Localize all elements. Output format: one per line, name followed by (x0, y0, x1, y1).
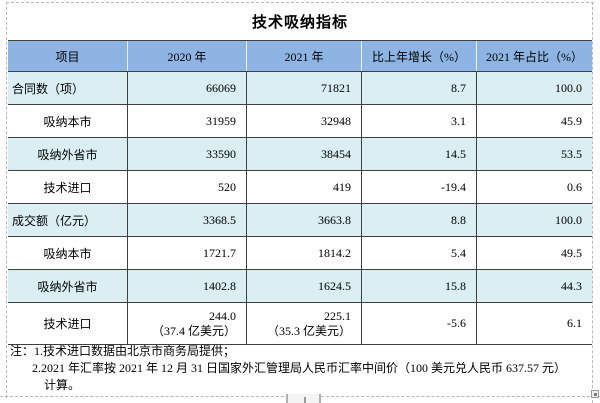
header-2021: 2021 年 (247, 41, 362, 71)
value-main: 244.0 (209, 309, 236, 323)
footnotes: 注：1.技术进口数据由北京市商务局提供； 2.2021 年汇率按 2021 年 … (10, 343, 588, 394)
table-row: 吸纳外省市 1402.8 1624.5 15.8 44.3 (8, 270, 592, 303)
table-header-row: 项目 2020 年 2021 年 比上年增长（%） 2021 年占比（%） (8, 41, 592, 72)
table-row: 技术进口 244.0 （37.4 亿美元） 225.1 （35.3 亿美元） -… (8, 303, 592, 345)
row-label: 成交额（亿元） (8, 204, 128, 236)
row-label: 吸纳外省市 (8, 138, 128, 170)
row-label: 吸纳外省市 (8, 270, 128, 302)
value-2020: 33590 (128, 138, 247, 170)
value-2020: 31959 (128, 105, 247, 137)
footnote-line: 注：1.技术进口数据由北京市商务局提供； (10, 344, 236, 358)
row-label: 合同数（项） (8, 72, 128, 104)
value-2021: 1624.5 (247, 270, 362, 302)
value-share: 45.9 (561, 113, 582, 128)
value-share: 100.0 (555, 80, 582, 95)
header-share: 2021 年占比（%） (486, 49, 583, 64)
row-label: 技术进口 (8, 171, 128, 203)
value-growth: 15.8 (362, 270, 477, 302)
value-share: 0.6 (567, 179, 582, 194)
value-2021: 1814.2 (247, 237, 362, 269)
value-growth: 5.4 (362, 237, 477, 269)
text-boundary-top (6, 2, 594, 3)
value-2021: 3663.8 (247, 204, 362, 236)
table-row: 吸纳本市 1721.7 1814.2 5.4 49.5 (8, 237, 592, 270)
value-2021: 38454 (247, 138, 362, 170)
table-row: 成交额（亿元） 3368.5 3663.8 8.8 100.0 (8, 204, 592, 237)
page-title: 技术吸纳指标 (251, 15, 348, 31)
value-2020: 244.0 （37.4 亿美元） (128, 303, 247, 344)
value-growth: -19.4 (362, 171, 477, 203)
footnote-line: 2.2021 年汇率按 2021 年 12 月 31 日国家外汇管理局人民币汇率… (32, 361, 567, 375)
value-main: 225.1 (324, 309, 351, 323)
value-2021: 419 (247, 171, 362, 203)
value-growth: -5.6 (362, 303, 477, 344)
text-boundary-right (592, 2, 593, 403)
footnote-line: 计算。 (44, 378, 81, 392)
table-resize-handle[interactable] (591, 390, 599, 398)
value-share: 49.5 (561, 245, 582, 260)
table-row: 吸纳外省市 33590 38454 14.5 53.5 (8, 138, 592, 171)
value-growth: 3.1 (362, 105, 477, 137)
value-share: 44.3 (561, 278, 582, 293)
value-growth: 8.8 (362, 204, 477, 236)
bottom-ui-fragment (286, 394, 321, 403)
table-row: 吸纳本市 31959 32948 3.1 45.9 (8, 105, 592, 138)
row-label: 技术进口 (8, 303, 128, 344)
row-label: 吸纳本市 (8, 105, 128, 137)
value-usd-note: （37.4 亿美元） (151, 324, 236, 338)
value-2020: 66069 (128, 72, 247, 104)
text-boundary-left (6, 2, 7, 398)
value-2021: 32948 (247, 105, 362, 137)
table-row: 技术进口 520 419 -19.4 0.6 (8, 171, 592, 204)
value-2021: 71821 (247, 72, 362, 104)
value-2020: 1721.7 (128, 237, 247, 269)
value-2020: 3368.5 (128, 204, 247, 236)
row-label: 吸纳本市 (8, 237, 128, 269)
header-2020: 2020 年 (128, 41, 247, 71)
value-2020: 520 (128, 171, 247, 203)
value-2021: 225.1 （35.3 亿美元） (247, 303, 362, 344)
table-row: 合同数（项） 66069 71821 8.7 100.0 (8, 72, 592, 105)
indicator-table: 项目 2020 年 2021 年 比上年增长（%） 2021 年占比（%） 合同… (8, 40, 592, 345)
value-growth: 14.5 (362, 138, 477, 170)
value-share: 53.5 (561, 146, 582, 161)
value-usd-note: （35.3 亿美元） (266, 324, 351, 338)
value-share: 100.0 (555, 212, 582, 227)
header-growth: 比上年增长（%） (362, 41, 477, 71)
header-item: 项目 (8, 41, 128, 71)
value-2020: 1402.8 (128, 270, 247, 302)
value-share: 6.1 (567, 316, 582, 330)
value-growth: 8.7 (362, 72, 477, 104)
